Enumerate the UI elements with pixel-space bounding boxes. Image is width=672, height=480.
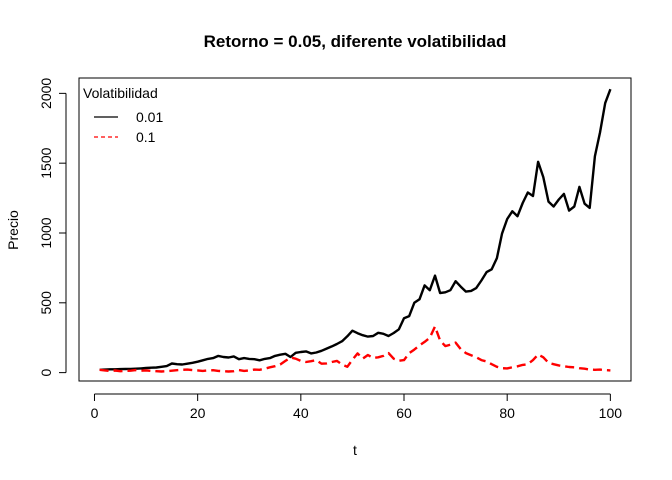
x-tick-label: 40 bbox=[293, 405, 309, 421]
legend: Volatibilidad 0.01 0.1 bbox=[83, 85, 163, 145]
chart-title: Retorno = 0.05, diferente volatibilidad bbox=[204, 32, 507, 51]
x-axis-label: t bbox=[353, 442, 357, 458]
x-tick-label: 20 bbox=[190, 405, 206, 421]
series-line-0 bbox=[99, 88, 612, 371]
y-tick-label: 1000 bbox=[38, 217, 54, 248]
legend-title: Volatibilidad bbox=[83, 85, 158, 101]
y-axis: 0 500 1000 1500 2000 bbox=[38, 78, 67, 377]
y-tick-label: 1500 bbox=[38, 147, 54, 178]
x-tick-label: 60 bbox=[396, 405, 412, 421]
series-layer bbox=[99, 88, 612, 373]
y-tick-label: 500 bbox=[38, 291, 54, 315]
x-tick-label: 80 bbox=[499, 405, 515, 421]
y-axis-label: Precio bbox=[5, 210, 21, 250]
plot-frame bbox=[78, 77, 632, 382]
legend-label-0: 0.01 bbox=[136, 109, 163, 125]
y-tick-label: 2000 bbox=[38, 78, 54, 109]
series-line-1 bbox=[99, 325, 611, 373]
y-tick-label: 0 bbox=[38, 369, 54, 377]
x-axis: 0 20 40 60 80 100 bbox=[91, 393, 623, 421]
x-tick-label: 0 bbox=[91, 405, 99, 421]
legend-label-1: 0.1 bbox=[136, 129, 156, 145]
x-tick-label: 100 bbox=[599, 405, 623, 421]
